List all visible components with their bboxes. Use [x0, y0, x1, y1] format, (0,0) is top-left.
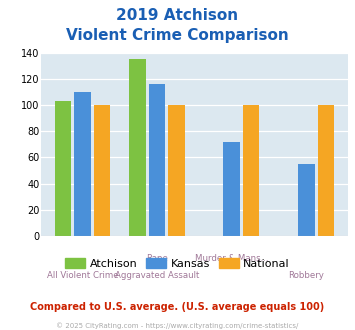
- Legend: Atchison, Kansas, National: Atchison, Kansas, National: [61, 253, 294, 273]
- Bar: [55, 101, 71, 236]
- Text: Robbery: Robbery: [288, 271, 324, 280]
- Bar: [168, 105, 185, 236]
- Bar: [94, 105, 110, 236]
- Bar: [317, 105, 334, 236]
- Text: Murder & Mans...: Murder & Mans...: [195, 254, 268, 263]
- Text: All Violent Crime: All Violent Crime: [47, 271, 118, 280]
- Text: 2019 Atchison: 2019 Atchison: [116, 8, 239, 23]
- Text: Rape: Rape: [146, 254, 168, 263]
- Text: Aggravated Assault: Aggravated Assault: [115, 271, 199, 280]
- Bar: [74, 92, 91, 236]
- Text: Violent Crime Comparison: Violent Crime Comparison: [66, 28, 289, 43]
- Text: Compared to U.S. average. (U.S. average equals 100): Compared to U.S. average. (U.S. average …: [31, 302, 324, 312]
- Bar: [149, 84, 165, 236]
- Text: © 2025 CityRating.com - https://www.cityrating.com/crime-statistics/: © 2025 CityRating.com - https://www.city…: [56, 323, 299, 329]
- Bar: [243, 105, 259, 236]
- Bar: [298, 164, 315, 236]
- Bar: [224, 142, 240, 236]
- Bar: [130, 59, 146, 236]
